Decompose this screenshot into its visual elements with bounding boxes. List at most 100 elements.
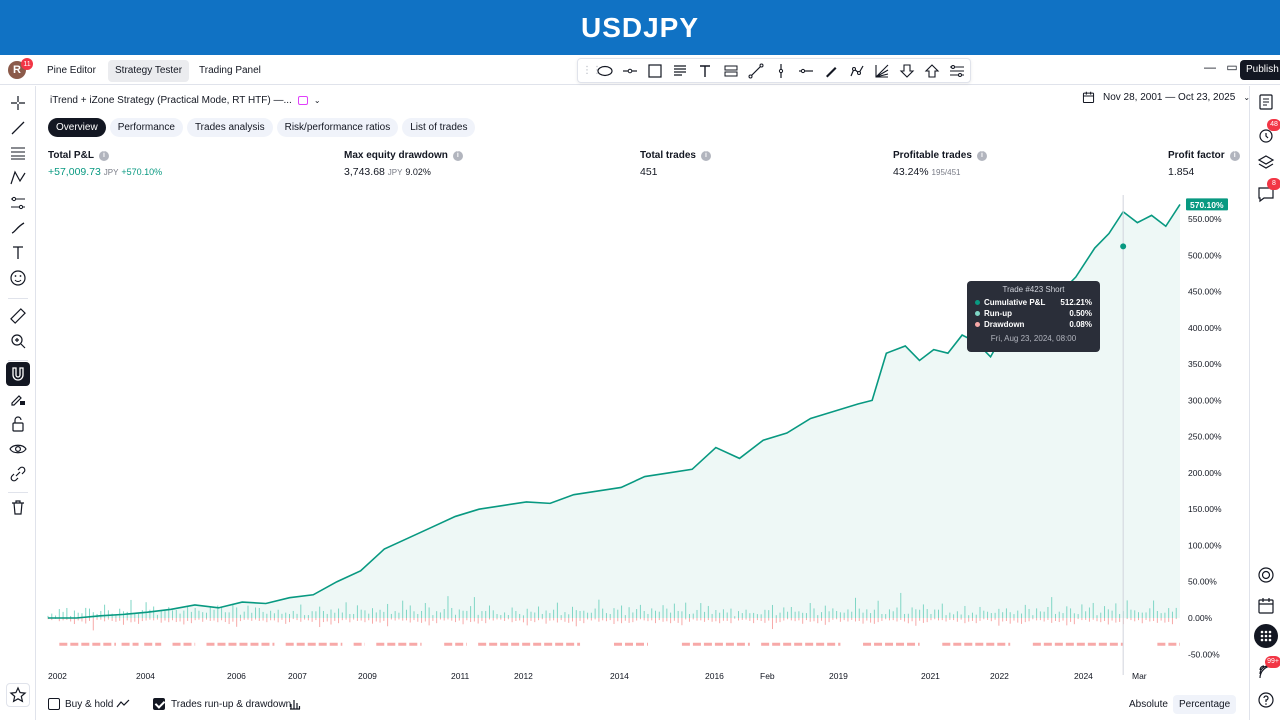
brush-icon[interactable] <box>6 216 30 240</box>
fib-fan-icon[interactable] <box>869 60 894 82</box>
date-range-text: Nov 28, 2001 — Oct 23, 2025 <box>1103 92 1236 103</box>
highlight-point <box>1120 243 1127 250</box>
tab-overview[interactable]: Overview <box>48 118 106 137</box>
tab-strategy-tester[interactable]: Strategy Tester <box>108 60 190 82</box>
tab-pine-editor[interactable]: Pine Editor <box>47 65 96 76</box>
vertical-line-icon[interactable] <box>768 60 793 82</box>
banner-title: USDJPY <box>580 11 700 43</box>
tooltip-row-cumulative: Cumulative P&L 512.21% <box>975 297 1092 308</box>
strategy-selector[interactable]: iTrend + iZone Strategy (Practical Mode,… <box>50 92 321 108</box>
x-tick-label: 2024 <box>1074 671 1093 681</box>
left-toolbar <box>0 86 36 720</box>
info-icon[interactable]: i <box>1229 150 1240 161</box>
rectangle-icon[interactable] <box>642 60 667 82</box>
y-tick-label: 200.00% <box>1188 468 1222 478</box>
publish-button[interactable]: Publish <box>1240 60 1280 80</box>
arrow-up-icon[interactable] <box>920 60 945 82</box>
tab-list-of-trades[interactable]: List of trades <box>402 118 476 137</box>
apps-icon[interactable] <box>1254 624 1278 648</box>
date-range-selector[interactable]: Nov 28, 2001 — Oct 23, 2025 ⌄ <box>1082 91 1250 104</box>
trend-line-icon[interactable] <box>743 60 768 82</box>
tab-performance[interactable]: Performance <box>109 118 183 137</box>
info-icon[interactable]: i <box>976 150 987 161</box>
path-icon[interactable] <box>844 60 869 82</box>
last-value-badge <box>1186 198 1228 211</box>
horizontal-ray-icon[interactable] <box>617 60 642 82</box>
alerts-icon[interactable]: 48 <box>1254 119 1280 147</box>
trend-line-icon[interactable] <box>6 116 30 140</box>
tooltip-title: Trade #423 Short <box>1002 285 1065 294</box>
absolute-mode-button[interactable]: Absolute <box>1129 699 1168 710</box>
buy-hold-checkbox[interactable] <box>48 698 60 710</box>
ruler-icon[interactable] <box>6 304 30 328</box>
grip-icon[interactable]: ⋮⋮ <box>582 65 602 76</box>
metric-extra: +570.10% <box>121 167 163 177</box>
metric-unit: 195/451 <box>931 168 961 177</box>
layers-icon[interactable] <box>1254 151 1278 175</box>
y-tick-label: 550.00% <box>1188 214 1222 224</box>
tab-risk-performance-ratios[interactable]: Risk/performance ratios <box>276 118 399 137</box>
arrow-down-icon[interactable] <box>894 60 919 82</box>
text-note-icon[interactable] <box>668 60 693 82</box>
brush-icon[interactable] <box>819 60 844 82</box>
strategy-settings-icon[interactable] <box>297 95 308 105</box>
chat-icon[interactable]: 8 <box>1254 178 1280 206</box>
notifications-icon[interactable]: 99+ <box>1254 656 1280 684</box>
watchlist-icon[interactable] <box>1254 90 1278 114</box>
metric-label: Total P&L <box>48 150 94 161</box>
top-bar: R 11 Pine Editor Strategy Tester Trading… <box>0 55 1280 85</box>
runup-drawdown-label: Trades run-up & drawdown <box>171 699 292 710</box>
emoji-icon[interactable] <box>6 266 30 290</box>
metric-extra: 9.02% <box>405 167 431 177</box>
text-icon[interactable] <box>6 241 30 265</box>
star-icon[interactable] <box>6 683 30 707</box>
metric-unit: JPY <box>387 168 403 177</box>
metric-value: 451 <box>640 166 658 178</box>
strategy-name: iTrend + iZone Strategy (Practical Mode,… <box>50 94 292 106</box>
x-tick-label: 2012 <box>514 671 533 681</box>
minimize-icon[interactable]: — <box>1204 60 1216 74</box>
lock-drawing-icon[interactable] <box>6 387 30 411</box>
chart-footer: Buy & hold Trades run-up & drawdown Abso… <box>40 692 1245 720</box>
bar-chart-icon <box>290 700 301 710</box>
equity-chart[interactable]: 550.00% 500.00% 450.00% 400.00% 350.00% 300.0… <box>40 185 1245 690</box>
parallel-channel-icon[interactable] <box>945 60 970 82</box>
info-icon[interactable]: i <box>700 150 711 161</box>
buy-hold-label: Buy & hold <box>65 699 114 710</box>
calendar-icon[interactable] <box>1254 594 1278 618</box>
y-tick-label: 350.00% <box>1188 359 1222 369</box>
trash-icon[interactable] <box>6 495 30 519</box>
long-position-icon[interactable] <box>718 60 743 82</box>
magnet-icon[interactable] <box>6 362 30 386</box>
y-tick-label: 250.00% <box>1188 432 1222 442</box>
x-tick-label: 2022 <box>990 671 1009 681</box>
metric-label: Profitable trades <box>893 150 972 161</box>
eye-icon[interactable] <box>6 437 30 461</box>
runup-drawdown-checkbox[interactable] <box>153 698 165 710</box>
lock-icon[interactable] <box>6 412 30 436</box>
maximize-icon[interactable]: ▭ <box>1226 60 1238 74</box>
percentage-mode-button[interactable]: Percentage <box>1173 695 1237 714</box>
crosshair-icon[interactable] <box>6 91 30 115</box>
link-icon[interactable] <box>6 462 30 486</box>
zoom-icon[interactable] <box>6 329 30 353</box>
info-icon[interactable]: i <box>452 150 463 161</box>
tab-trading-panel[interactable]: Trading Panel <box>199 65 261 76</box>
metric-value: +57,009.73 <box>48 166 101 178</box>
target-icon[interactable] <box>1254 563 1278 587</box>
help-icon[interactable] <box>1254 688 1278 712</box>
forecast-icon[interactable] <box>6 191 30 215</box>
pattern-icon[interactable] <box>6 166 30 190</box>
x-tick-label: 2021 <box>921 671 940 681</box>
text-icon[interactable] <box>693 60 718 82</box>
fib-retracement-icon[interactable] <box>6 141 30 165</box>
chevron-down-icon[interactable]: ⌄ <box>313 95 321 105</box>
y-tick-label: 500.00% <box>1188 250 1222 260</box>
info-icon[interactable]: i <box>98 150 109 161</box>
metric-label: Total trades <box>640 150 696 161</box>
ellipse-icon[interactable] <box>592 60 617 82</box>
tab-trades-analysis[interactable]: Trades analysis <box>186 118 273 137</box>
horizontal-line-icon[interactable] <box>794 60 819 82</box>
last-value-label: 570.10% <box>1190 200 1224 210</box>
drawing-toolbar: ⋮⋮ <box>577 58 971 83</box>
